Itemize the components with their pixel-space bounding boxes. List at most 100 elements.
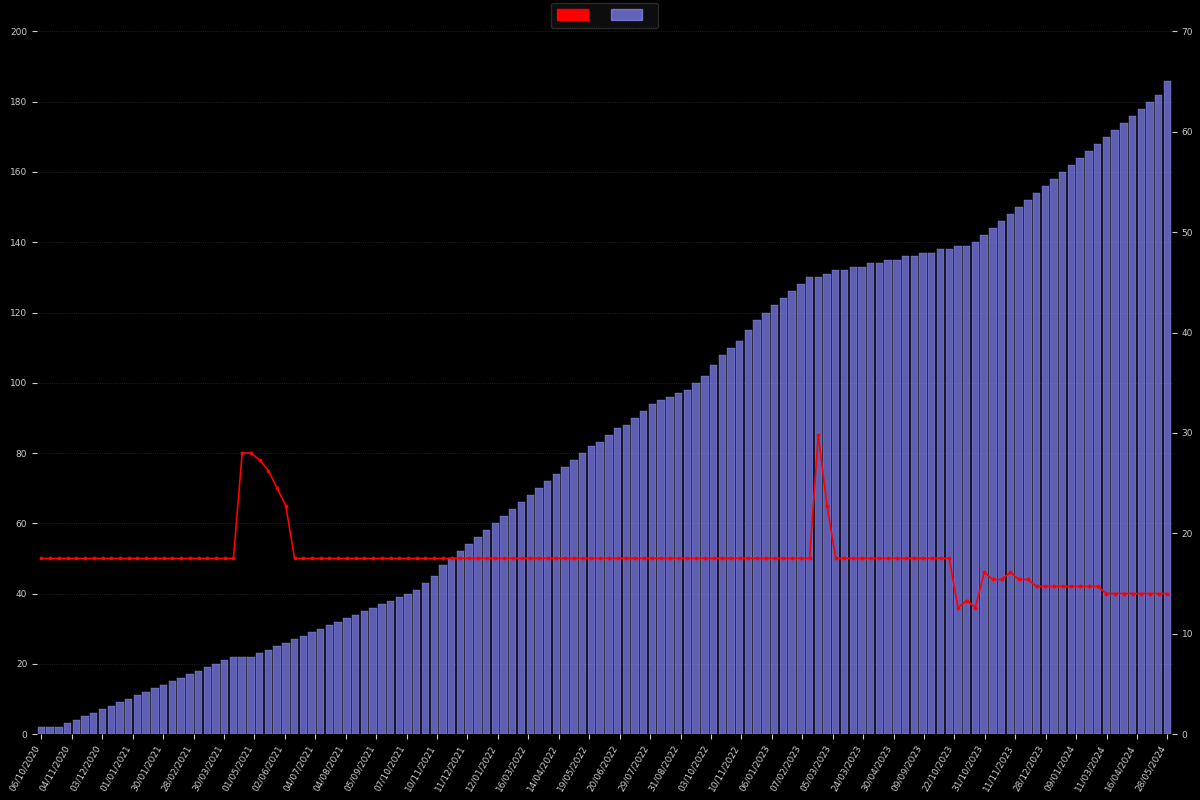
Bar (719, 354, 726, 734)
Bar (928, 253, 936, 734)
Bar (919, 253, 926, 734)
Bar (1007, 214, 1014, 734)
Bar (82, 717, 89, 734)
Bar (1111, 130, 1118, 734)
Bar (1129, 116, 1136, 734)
Bar (1103, 137, 1110, 734)
Bar (692, 382, 700, 734)
Bar (386, 601, 395, 734)
Bar (1076, 158, 1084, 734)
Bar (797, 285, 804, 734)
Bar (229, 657, 238, 734)
Bar (674, 394, 683, 734)
Bar (125, 699, 132, 734)
Bar (946, 250, 953, 734)
Bar (151, 688, 158, 734)
Bar (736, 341, 744, 734)
Bar (701, 376, 708, 734)
Bar (439, 566, 446, 734)
Bar (605, 435, 612, 734)
Bar (553, 474, 560, 734)
Bar (256, 654, 263, 734)
Bar (832, 270, 840, 734)
Bar (1024, 200, 1032, 734)
Bar (562, 467, 569, 734)
Bar (247, 657, 254, 734)
Bar (335, 622, 342, 734)
Bar (815, 278, 822, 734)
Bar (570, 460, 577, 734)
Bar (527, 495, 534, 734)
Bar (884, 260, 892, 734)
Bar (1060, 172, 1067, 734)
Bar (143, 692, 150, 734)
Bar (160, 685, 167, 734)
Bar (1068, 165, 1075, 734)
Bar (265, 650, 272, 734)
Bar (282, 642, 289, 734)
Bar (47, 727, 54, 734)
Bar (404, 594, 412, 734)
Bar (1164, 81, 1171, 734)
Bar (116, 702, 124, 734)
Bar (290, 639, 299, 734)
Bar (325, 625, 334, 734)
Bar (178, 678, 185, 734)
Bar (684, 390, 691, 734)
Bar (806, 278, 814, 734)
Bar (762, 313, 769, 734)
Bar (980, 235, 988, 734)
Bar (64, 723, 71, 734)
Bar (640, 411, 648, 734)
Bar (317, 629, 324, 734)
Bar (37, 727, 46, 734)
Bar (500, 516, 508, 734)
Bar (614, 429, 622, 734)
Bar (893, 260, 900, 734)
Bar (1094, 144, 1102, 734)
Bar (492, 523, 499, 734)
Bar (710, 365, 718, 734)
Bar (239, 657, 246, 734)
Bar (370, 607, 377, 734)
Bar (98, 710, 107, 734)
Bar (169, 682, 176, 734)
Bar (788, 291, 796, 734)
Bar (509, 510, 516, 734)
Bar (902, 256, 910, 734)
Bar (858, 267, 865, 734)
Bar (823, 274, 830, 734)
Bar (300, 636, 307, 734)
Bar (1146, 102, 1153, 734)
Legend: , : , (551, 2, 658, 28)
Bar (474, 538, 481, 734)
Bar (998, 221, 1006, 734)
Bar (517, 502, 526, 734)
Bar (649, 404, 656, 734)
Bar (55, 727, 62, 734)
Bar (421, 583, 430, 734)
Bar (666, 397, 673, 734)
Bar (221, 660, 228, 734)
Bar (308, 632, 316, 734)
Bar (954, 246, 961, 734)
Bar (850, 267, 857, 734)
Bar (194, 670, 203, 734)
Bar (754, 319, 761, 734)
Bar (866, 263, 875, 734)
Bar (457, 551, 464, 734)
Bar (1042, 186, 1049, 734)
Bar (413, 590, 420, 734)
Bar (378, 604, 385, 734)
Bar (274, 646, 281, 734)
Bar (1050, 179, 1057, 734)
Bar (204, 667, 211, 734)
Bar (1033, 193, 1040, 734)
Bar (989, 228, 996, 734)
Bar (1138, 109, 1145, 734)
Bar (396, 597, 403, 734)
Bar (544, 481, 552, 734)
Bar (1085, 151, 1093, 734)
Bar (186, 674, 193, 734)
Bar (658, 400, 665, 734)
